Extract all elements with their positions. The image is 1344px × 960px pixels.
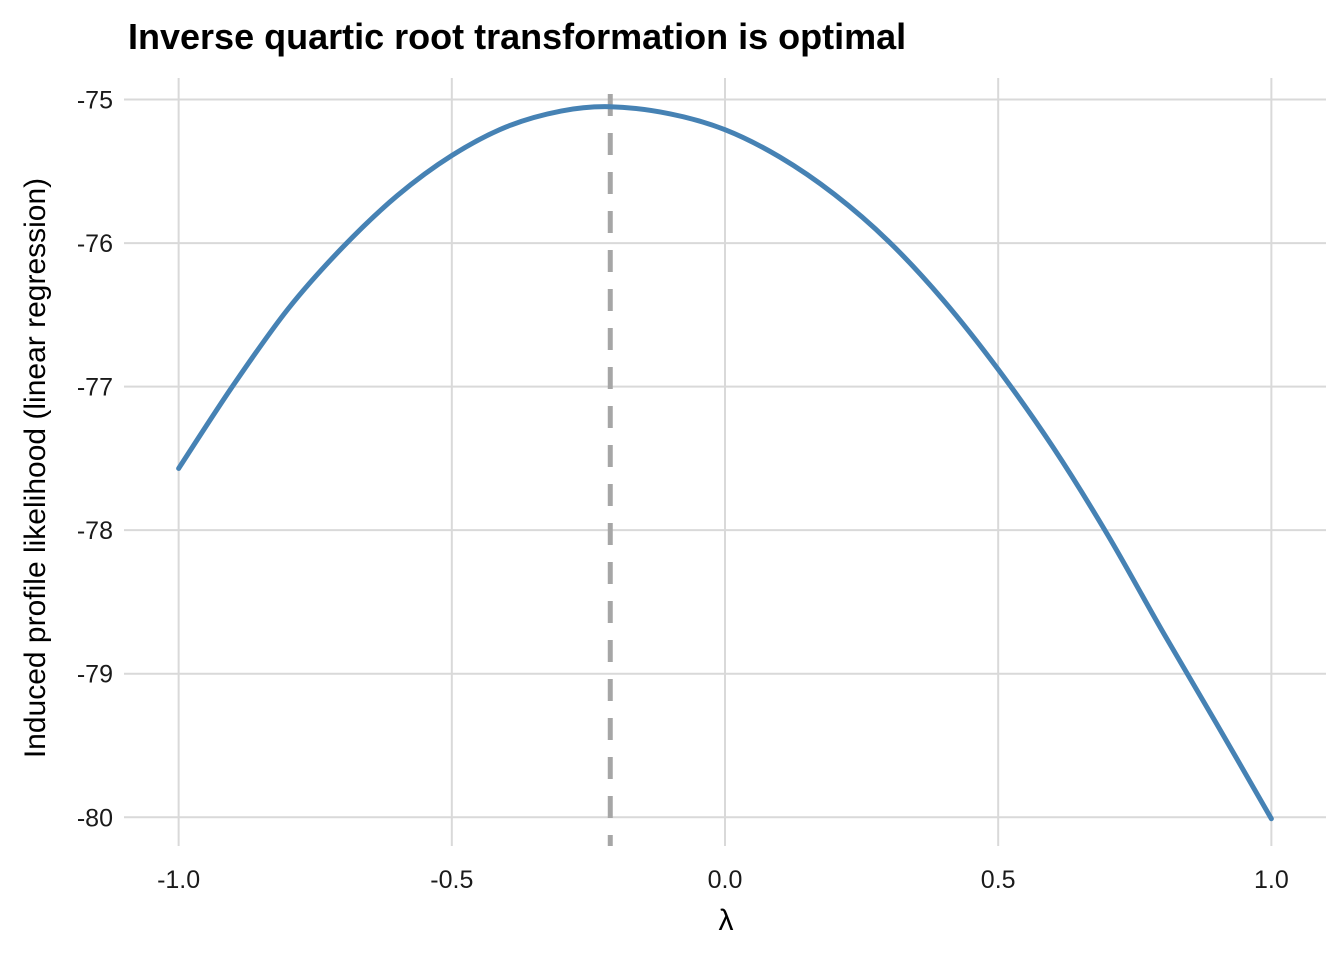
x-tick-label: 0.0 bbox=[708, 866, 743, 894]
likelihood-curve bbox=[176, 104, 1274, 822]
x-axis-title: λ bbox=[719, 904, 734, 937]
grid-lines bbox=[124, 78, 1326, 846]
y-tick-label: -80 bbox=[77, 804, 113, 832]
chart-title: Inverse quartic root transformation is o… bbox=[128, 16, 906, 57]
y-axis-title: Induced profile likelihood (linear regre… bbox=[19, 178, 52, 758]
y-tick-label: -75 bbox=[77, 87, 113, 115]
y-tick-label: -77 bbox=[77, 374, 113, 402]
series-group bbox=[176, 104, 1274, 822]
y-tick-label: -76 bbox=[77, 230, 113, 258]
x-tick-label: 0.5 bbox=[981, 866, 1016, 894]
x-tick-label: -0.5 bbox=[430, 866, 473, 894]
x-tick-label: 1.0 bbox=[1254, 866, 1289, 894]
x-tick-label: -1.0 bbox=[157, 866, 200, 894]
x-tick-labels: -1.0 -0.5 0.0 0.5 1.0 bbox=[157, 866, 1289, 894]
y-tick-labels: -80 -79 -78 -77 -76 -75 bbox=[77, 87, 113, 833]
y-tick-label: -78 bbox=[77, 517, 113, 545]
y-tick-label: -79 bbox=[77, 661, 113, 689]
